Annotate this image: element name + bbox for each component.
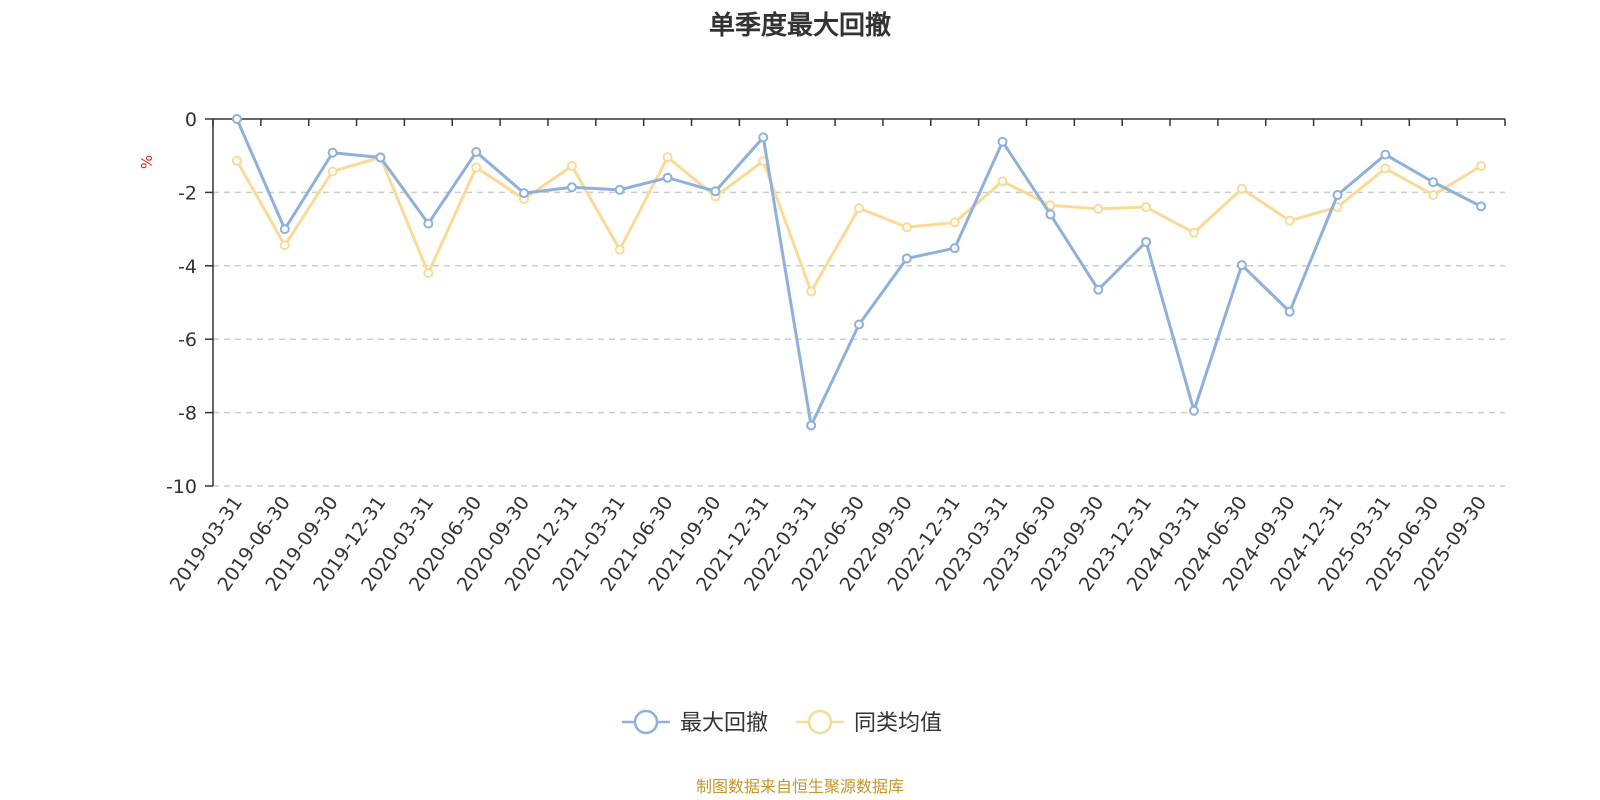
data-point[interactable] [1045,209,1056,220]
data-point[interactable] [1093,203,1104,214]
data-point[interactable] [806,420,817,431]
data-point[interactable] [279,224,290,235]
y-tick-label: 0 [185,109,197,131]
y-tick-label: -4 [178,256,197,278]
data-point[interactable] [327,147,338,158]
data-point[interactable] [662,172,673,183]
data-point[interactable] [1045,200,1056,211]
data-point[interactable] [471,162,482,173]
data-point[interactable] [1188,405,1199,416]
data-point[interactable] [710,186,721,197]
data-point[interactable] [997,136,1008,147]
data-point[interactable] [1284,306,1295,317]
data-point[interactable] [997,176,1008,187]
series-1 [231,152,1487,297]
source-note: 制图数据来自恒生聚源数据库 [696,777,904,796]
data-point[interactable] [1428,189,1439,200]
data-point[interactable] [854,319,864,330]
data-point[interactable] [758,132,769,143]
data-point[interactable] [1141,202,1152,213]
y-tick-label: -8 [178,403,197,425]
legend-circle-icon [807,709,833,735]
legend-circle-icon [633,709,659,735]
legend-item-1[interactable]: 同类均值 [796,709,942,736]
legend[interactable]: 最大回撤 同类均值 [622,709,942,736]
data-point[interactable] [1141,236,1152,247]
data-point[interactable] [1332,189,1343,200]
data-point[interactable] [1380,149,1391,160]
data-point[interactable] [1476,201,1487,212]
axes: 0-2-4-6-8-102019-03-312019-06-302019-09-… [166,109,1506,595]
data-point[interactable] [566,182,577,193]
data-point[interactable] [423,268,434,279]
series-lines [231,114,1487,431]
data-point[interactable] [471,147,482,158]
data-point[interactable] [1236,260,1247,271]
data-point[interactable] [566,160,577,171]
data-point[interactable] [231,114,242,124]
data-point[interactable] [519,188,530,199]
y-axis-unit-label: % [138,155,156,169]
data-point[interactable] [854,203,864,214]
data-point[interactable] [1428,177,1439,188]
data-point[interactable] [279,240,290,251]
data-point[interactable] [231,155,242,166]
data-point[interactable] [375,152,386,163]
chart-title: 单季度最大回撤 [709,10,891,41]
grid-lines [213,191,1505,487]
legend-label: 同类均值 [854,711,942,736]
y-tick-label: -2 [178,182,197,204]
data-point[interactable] [327,166,338,177]
legend-label: 最大回撤 [680,711,768,736]
data-point[interactable] [1236,183,1247,194]
data-point[interactable] [1284,215,1295,226]
data-point[interactable] [1380,163,1391,174]
data-point[interactable] [1093,284,1104,295]
data-point[interactable] [614,244,625,255]
data-point[interactable] [806,286,817,297]
y-tick-label: -6 [178,329,197,351]
data-point[interactable] [901,253,912,264]
data-point[interactable] [614,184,625,195]
data-point[interactable] [1476,160,1487,171]
data-point[interactable] [1188,227,1199,238]
series-0 [231,114,1487,431]
data-point[interactable] [949,217,960,228]
data-point[interactable] [949,243,960,254]
legend-item-0[interactable]: 最大回撤 [622,709,768,736]
y-tick-label: -10 [166,476,197,498]
data-point[interactable] [662,152,673,163]
data-point[interactable] [423,218,434,229]
data-point[interactable] [901,222,912,233]
